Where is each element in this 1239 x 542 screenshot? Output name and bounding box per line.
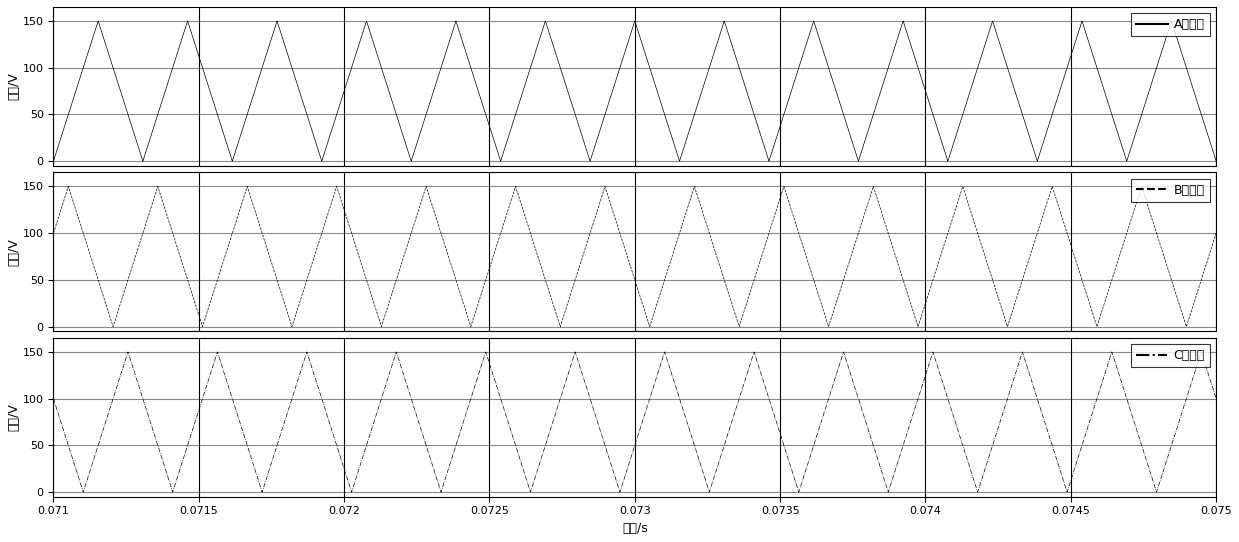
Y-axis label: 电压/V: 电压/V: [7, 403, 20, 431]
Y-axis label: 电压/V: 电压/V: [7, 238, 20, 266]
Legend: B相载波: B相载波: [1131, 179, 1211, 202]
Legend: A相载波: A相载波: [1131, 13, 1211, 36]
Legend: C相载波: C相载波: [1131, 344, 1211, 367]
X-axis label: 时间/s: 时间/s: [622, 522, 648, 535]
Y-axis label: 电压/V: 电压/V: [7, 73, 20, 100]
